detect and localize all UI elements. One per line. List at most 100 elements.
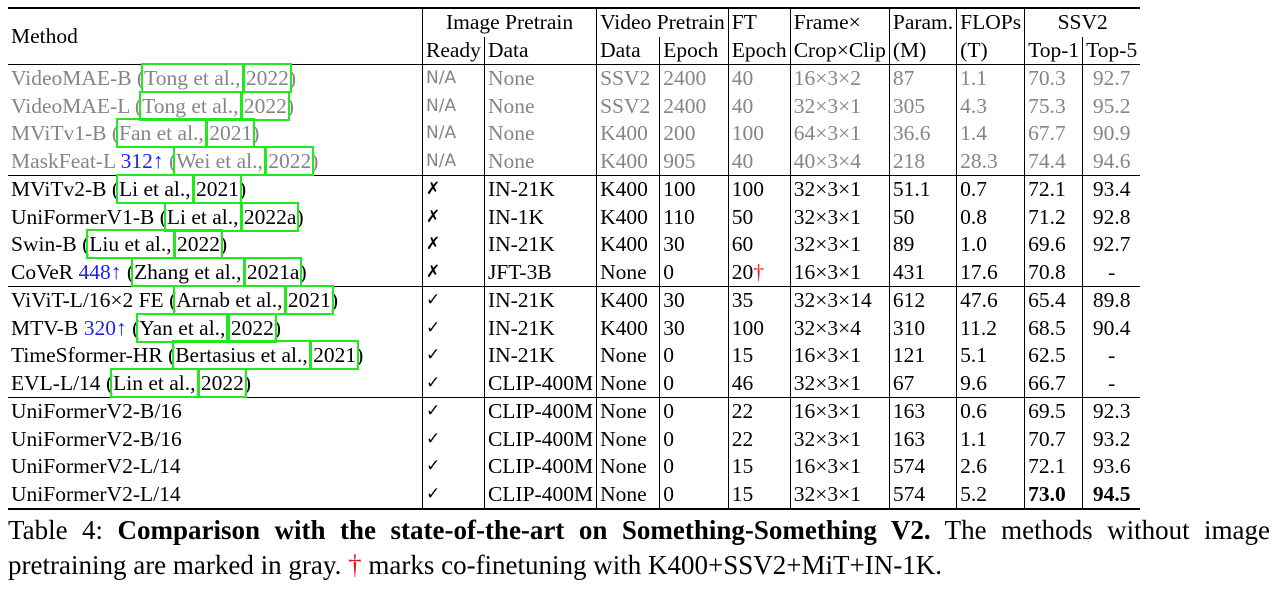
top5-cell: - (1082, 369, 1141, 398)
frame-crop-clip-cell: 32×3×1 (789, 203, 890, 231)
citation-author-link[interactable]: Liu et al., (86, 229, 175, 259)
image-data-cell: IN-21K (483, 231, 597, 259)
top5-cell: - (1082, 258, 1141, 287)
citation-year-link[interactable]: 2021 (310, 340, 360, 370)
method-name: ViViT-L/16×2 FE (11, 288, 164, 312)
citation-author-link[interactable]: Lin et al., (110, 367, 199, 398)
frame-crop-clip-cell: 16×3×1 (789, 397, 890, 426)
citation-author-link[interactable]: Zhang et al., (131, 256, 245, 287)
top5-cell: 92.3 (1082, 397, 1141, 426)
resolution-link: 312↑ (120, 148, 164, 173)
header-row-1: Method Image Pretrain Video Pretrain FT … (8, 7, 1141, 65)
citation-author-link[interactable]: Tong et al., (139, 90, 242, 121)
ready-cell: N/A (422, 64, 485, 93)
ready-cell: ✓ (422, 480, 485, 510)
caption-text-1: The methods without image pretraining ar… (8, 515, 1271, 580)
flops-cell: 17.6 (956, 258, 1025, 287)
ft-epoch-value: 50 (731, 204, 754, 229)
citation-author-link[interactable]: Wei et al., (173, 145, 266, 176)
frame-crop-clip-cell: 40×3×4 (789, 147, 890, 176)
method-name: UniFormerV2-L/14 (11, 481, 181, 506)
method-name: UniFormerV2-B/16 (11, 399, 182, 423)
citation-year-link[interactable]: 2022 (242, 63, 292, 93)
header-ready: Ready (422, 36, 485, 65)
param-cell: 89 (888, 231, 957, 259)
frame-crop-clip-cell: 32×3×1 (789, 175, 890, 204)
table-body: VideoMAE-B (Tong et al., 2022) N/A None SSV… (8, 63, 1141, 510)
param-cell: 612 (888, 286, 957, 315)
ft-epoch-cell: 100 (727, 175, 791, 204)
header-flops: FLOPs (956, 7, 1025, 37)
top5-cell: 92.7 (1082, 231, 1141, 259)
top1-cell: 70.7 (1024, 425, 1083, 453)
image-data-cell: IN-21K (483, 286, 597, 315)
ft-epoch-cell: 40 (727, 92, 791, 120)
ready-cell: ✓ (422, 369, 485, 398)
citation-year-link[interactable]: 2022 (227, 312, 277, 343)
header-param: Param. (888, 7, 957, 37)
citation-year-link[interactable]: 2022 (265, 145, 315, 176)
frame-crop-clip-cell: 16×3×1 (789, 342, 890, 370)
ready-cell: ✗ (422, 203, 485, 231)
video-data-cell: None (596, 342, 660, 370)
citation-author-link[interactable]: Arnab et al., (173, 285, 286, 315)
header-crop-clip: Crop×Clip (789, 36, 890, 65)
citation-year-link[interactable]: 2022 (174, 229, 224, 259)
citation-year-link[interactable]: 2021 (284, 285, 334, 315)
image-data-cell: IN-21K (483, 314, 597, 342)
table-row: MaskFeat-L 312↑ (Wei et al., 2022) N/A Non… (8, 145, 1141, 176)
ft-epoch-cell: 15 (727, 480, 791, 510)
citation-year-link[interactable]: 2021a (243, 256, 303, 287)
ft-epoch-cell: 60 (727, 231, 791, 259)
citation-author-link[interactable]: Fan et al., (116, 118, 207, 148)
ready-cell: N/A (422, 120, 485, 148)
top1-cell: 69.6 (1024, 231, 1083, 259)
citation-year-link[interactable]: 2022 (197, 367, 247, 398)
table-row: VideoMAE-B (Tong et al., 2022) N/A None SSV… (8, 63, 1141, 93)
method-cell: EVL-L/14 (Lin et al., 2022) (11, 367, 252, 398)
frame-crop-clip-cell: 64×3×1 (789, 120, 890, 148)
video-epoch-cell: 30 (659, 231, 729, 259)
citation-year-link[interactable]: 2022 (240, 90, 290, 121)
method-cell: MViTv2-B (Li et al., 2021) (8, 174, 423, 204)
param-cell: 36.6 (888, 120, 957, 148)
top1-cell: 72.1 (1024, 453, 1083, 481)
citation-author-link[interactable]: Li et al., (116, 174, 194, 204)
image-data-cell: CLIP-400M (483, 397, 597, 426)
method-name: CoVeR (11, 259, 74, 284)
citation-author-link[interactable]: Li et al., (163, 201, 242, 232)
image-data-cell: None (483, 120, 597, 148)
video-epoch-cell: 110 (659, 203, 729, 231)
citation-year-link[interactable]: 2021 (206, 118, 256, 148)
citation-author-link[interactable]: Yan et al., (136, 312, 229, 343)
caption-text-2: marks co-finetuning with K400+SSV2+MiT+I… (368, 550, 942, 580)
image-data-cell: JFT-3B (483, 258, 597, 287)
citation-author-link[interactable]: Tong et al., (141, 63, 244, 93)
image-data-cell: CLIP-400M (483, 369, 597, 398)
flops-cell: 28.3 (956, 147, 1025, 176)
method-name: MaskFeat-L (11, 148, 116, 173)
citation-author-link[interactable]: Bertasius et al., (172, 340, 311, 370)
image-data-cell: CLIP-400M (483, 480, 597, 510)
caption-title: Comparison with the state-of-the-art on … (117, 515, 931, 545)
method-cell: MTV-B 320↑ (Yan et al., 2022) (11, 312, 281, 343)
ft-epoch-value: 60 (731, 232, 754, 256)
param-cell: 121 (888, 342, 957, 370)
video-epoch-cell: 905 (659, 147, 729, 176)
table-row: UniFormerV2-B/16 ✓ CLIP-400M None 0 22 32×3×1 1… (8, 425, 1141, 453)
param-cell: 87 (888, 64, 957, 93)
header-ft: FT (727, 7, 791, 37)
ft-epoch-value: 35 (731, 288, 754, 312)
table-row: UniFormerV1-B (Li et al., 2022a) ✗ IN-1K K4… (8, 201, 1141, 232)
ft-epoch-cell: 15 (727, 453, 791, 481)
resolution-link: 320↑ (83, 315, 127, 340)
top5-cell: 93.2 (1082, 425, 1141, 453)
flops-cell: 11.2 (956, 314, 1025, 342)
frame-crop-clip-cell: 16×3×1 (789, 453, 890, 481)
citation-year-link[interactable]: 2022a (240, 201, 300, 232)
citation-year-link[interactable]: 2021 (193, 174, 243, 204)
ft-epoch-cell: 100 (727, 120, 791, 148)
top5-cell: 90.9 (1082, 120, 1141, 148)
table-row: MViTv1-B (Fan et al., 2021) N/A None K400 20… (8, 118, 1141, 148)
top5-cell: 95.2 (1082, 92, 1141, 120)
